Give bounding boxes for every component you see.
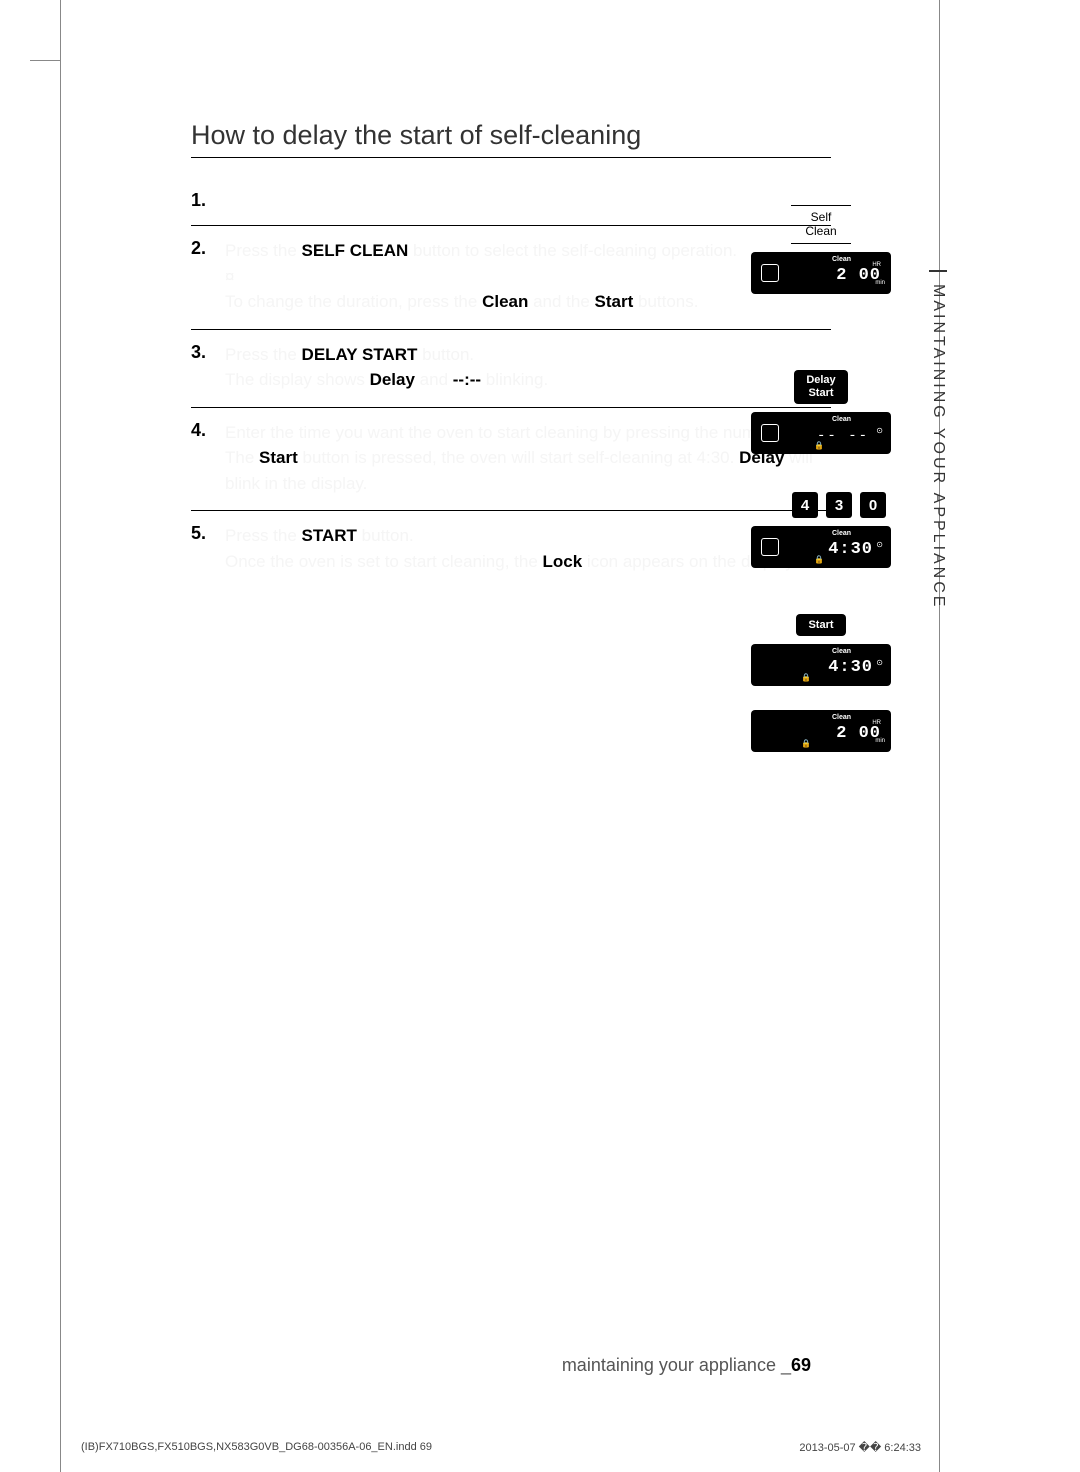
lcd-display: Clean 4:30 ⊙ 🔒: [751, 644, 891, 686]
section-title: How to delay the start of self-cleaning: [191, 120, 831, 158]
step-body: [225, 190, 831, 211]
numpad: 4 3 0: [751, 492, 891, 518]
side-tab-label: MAINTAINING YOUR APPLIANCE: [929, 270, 947, 609]
lcd-clean-label: Clean: [832, 416, 851, 423]
lcd-display: Clean 2 00 HR min: [751, 252, 891, 294]
step-number: 1.: [191, 190, 225, 211]
lcd-clean-label: Clean: [832, 256, 851, 263]
illustration-step-4: 4 3 0 Clean 4:30 ⊙ 🔒: [751, 492, 891, 568]
lock-icon: 🔒: [801, 673, 811, 682]
illustration-step-3: DelayStart Clean -- -- ⊙ 🔒: [751, 370, 891, 454]
imprint-footer: (IB)FX710BGS,FX510BGS,NX583G0VB_DG68-003…: [61, 1441, 941, 1454]
clock-icon: [761, 424, 779, 442]
step-5: 5. Press the START button.Once the oven …: [191, 511, 831, 588]
step-4: 4. Enter the time you want the oven to s…: [191, 408, 831, 512]
lcd-time: 4:30: [828, 540, 873, 559]
lcd-time: 2 00: [836, 266, 881, 285]
footer-text: maintaining your appliance _69: [171, 1355, 811, 1376]
step-number: 3.: [191, 342, 225, 393]
delay-start-button-label: DelayStart: [794, 370, 848, 404]
am-icon: ⊙: [876, 658, 883, 667]
self-clean-button-label: SelfClean: [791, 205, 851, 244]
imprint-timestamp: 2013-05-07 �� 6:24:33: [799, 1441, 921, 1454]
clock-icon: [761, 264, 779, 282]
illustration-step-5a: Start Clean 4:30 ⊙ 🔒: [751, 614, 891, 686]
step-2: 2. Press the SELF CLEAN button to select…: [191, 226, 831, 330]
lcd-min-label: min: [875, 738, 885, 744]
lcd-hr-label: HR: [872, 720, 881, 726]
numkey-3: 3: [826, 492, 852, 518]
lcd-display: Clean -- -- ⊙ 🔒: [751, 412, 891, 454]
lcd-display: Clean 2 00 HR min 🔒: [751, 710, 891, 752]
step-number: 4.: [191, 420, 225, 497]
clock-icon: [761, 538, 779, 556]
imprint-filename: (IB)FX710BGS,FX510BGS,NX583G0VB_DG68-003…: [81, 1441, 432, 1454]
start-button-label: Start: [796, 614, 846, 636]
lcd-dash: -- --: [817, 428, 869, 444]
lcd-time: 4:30: [828, 658, 873, 677]
lcd-clean-label: Clean: [832, 714, 851, 721]
steps-list: 1. 2. Press the SELF CLEAN button to sel…: [191, 178, 831, 588]
footer-label: maintaining your appliance _: [562, 1355, 791, 1375]
numkey-0: 0: [860, 492, 886, 518]
step-number: 2.: [191, 238, 225, 315]
lcd-hr-label: HR: [872, 262, 881, 268]
step-number: 5.: [191, 523, 225, 574]
step-3: 3. Press the DELAY START button.The disp…: [191, 330, 831, 408]
lcd-display: Clean 4:30 ⊙ 🔒: [751, 526, 891, 568]
lock-icon: 🔒: [814, 441, 824, 450]
lcd-time: 2 00: [836, 724, 881, 743]
step-body: Enter the time you want the oven to star…: [225, 420, 831, 497]
lcd-clean-label: Clean: [832, 530, 851, 537]
lock-icon: 🔒: [801, 739, 811, 748]
am-icon: ⊙: [876, 540, 883, 549]
page-frame: MAINTAINING YOUR APPLIANCE How to delay …: [60, 0, 940, 1472]
crop-mark: [30, 60, 60, 61]
lcd-min-label: min: [875, 280, 885, 286]
step-body: Press the SELF CLEAN button to select th…: [225, 238, 831, 315]
lcd-clean-label: Clean: [832, 648, 851, 655]
step-1: 1.: [191, 178, 831, 226]
page-number: 69: [791, 1355, 811, 1375]
step-body: Press the START button.Once the oven is …: [225, 523, 831, 574]
step-body: Press the DELAY START button.The display…: [225, 342, 831, 393]
lock-icon: 🔒: [814, 555, 824, 564]
am-icon: ⊙: [876, 426, 883, 435]
numkey-4: 4: [792, 492, 818, 518]
illustration-step-2: SelfClean Clean 2 00 HR min: [751, 205, 891, 294]
illustration-step-5b: Clean 2 00 HR min 🔒: [751, 710, 891, 752]
